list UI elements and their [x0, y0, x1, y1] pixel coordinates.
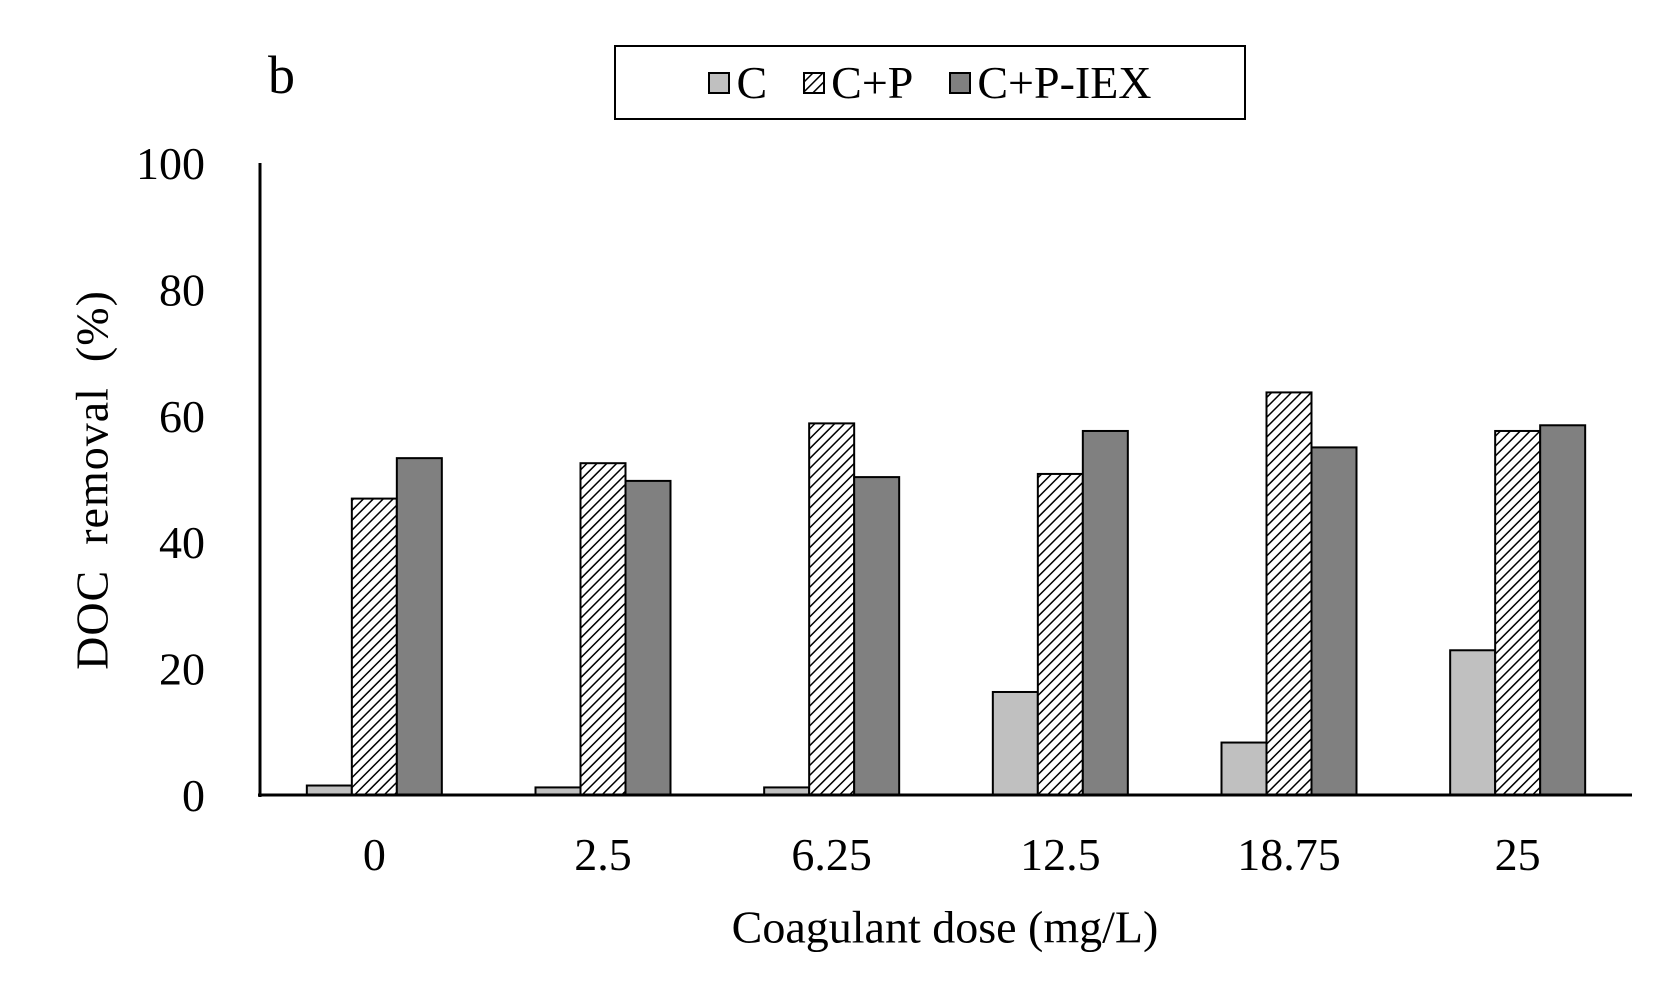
bar-c-p-iex-0 [395, 457, 443, 796]
y-tick-label: 100 [136, 138, 205, 189]
bar-c-p-iex-6_25 [853, 476, 901, 796]
bar-c-18_75 [1220, 741, 1268, 797]
x-tick-label: 2.5 [574, 829, 632, 880]
bar-c-p-iex-2_5 [624, 479, 672, 796]
y-tick-label: 80 [159, 264, 205, 315]
y-tick-label: 60 [159, 391, 205, 442]
x-tick-label: 25 [1495, 829, 1541, 880]
legend: C C+P C+P-IEX [614, 45, 1246, 120]
legend-item-c-p-iex: C+P-IEX [949, 56, 1152, 108]
legend-swatch-c [708, 71, 731, 94]
bar-c-p-6_25 [808, 422, 856, 796]
x-tick-label: 6.25 [791, 829, 872, 880]
legend-label-c-p-iex: C+P-IEX [977, 56, 1152, 108]
y-axis-label: DOC removal (%) [66, 290, 118, 670]
bar-c-p-iex-18_75 [1310, 446, 1358, 796]
x-tick-label: 0 [363, 829, 386, 880]
legend-item-c: C [708, 56, 768, 108]
x-tick-label: 12.5 [1020, 829, 1101, 880]
legend-label-c-p: C+P [831, 56, 914, 108]
legend-swatch-c-p [803, 71, 826, 94]
bar-c-12_5 [991, 690, 1039, 797]
bar-c-p-0 [350, 497, 398, 796]
x-axis-label: Coagulant dose (mg/L) [731, 901, 1159, 953]
bar-c-p-iex-25 [1539, 424, 1587, 796]
legend-label-c: C [736, 56, 768, 108]
y-tick-label: 0 [182, 770, 205, 821]
bar-c-p-2_5 [579, 462, 627, 796]
y-tick-label: 20 [159, 644, 205, 695]
x-tick-label: 18.75 [1237, 829, 1341, 880]
legend-item-c-p: C+P [803, 56, 914, 108]
bar-c-p-25 [1494, 429, 1542, 796]
bar-c-p-18_75 [1265, 391, 1313, 796]
bar-c-p-12_5 [1036, 472, 1084, 796]
bar-c-p-iex-12_5 [1081, 429, 1129, 796]
bar-c-25 [1449, 649, 1497, 796]
panel-label: b [268, 45, 295, 105]
y-tick-label: 40 [159, 517, 205, 568]
legend-swatch-c-p-iex [949, 71, 972, 94]
